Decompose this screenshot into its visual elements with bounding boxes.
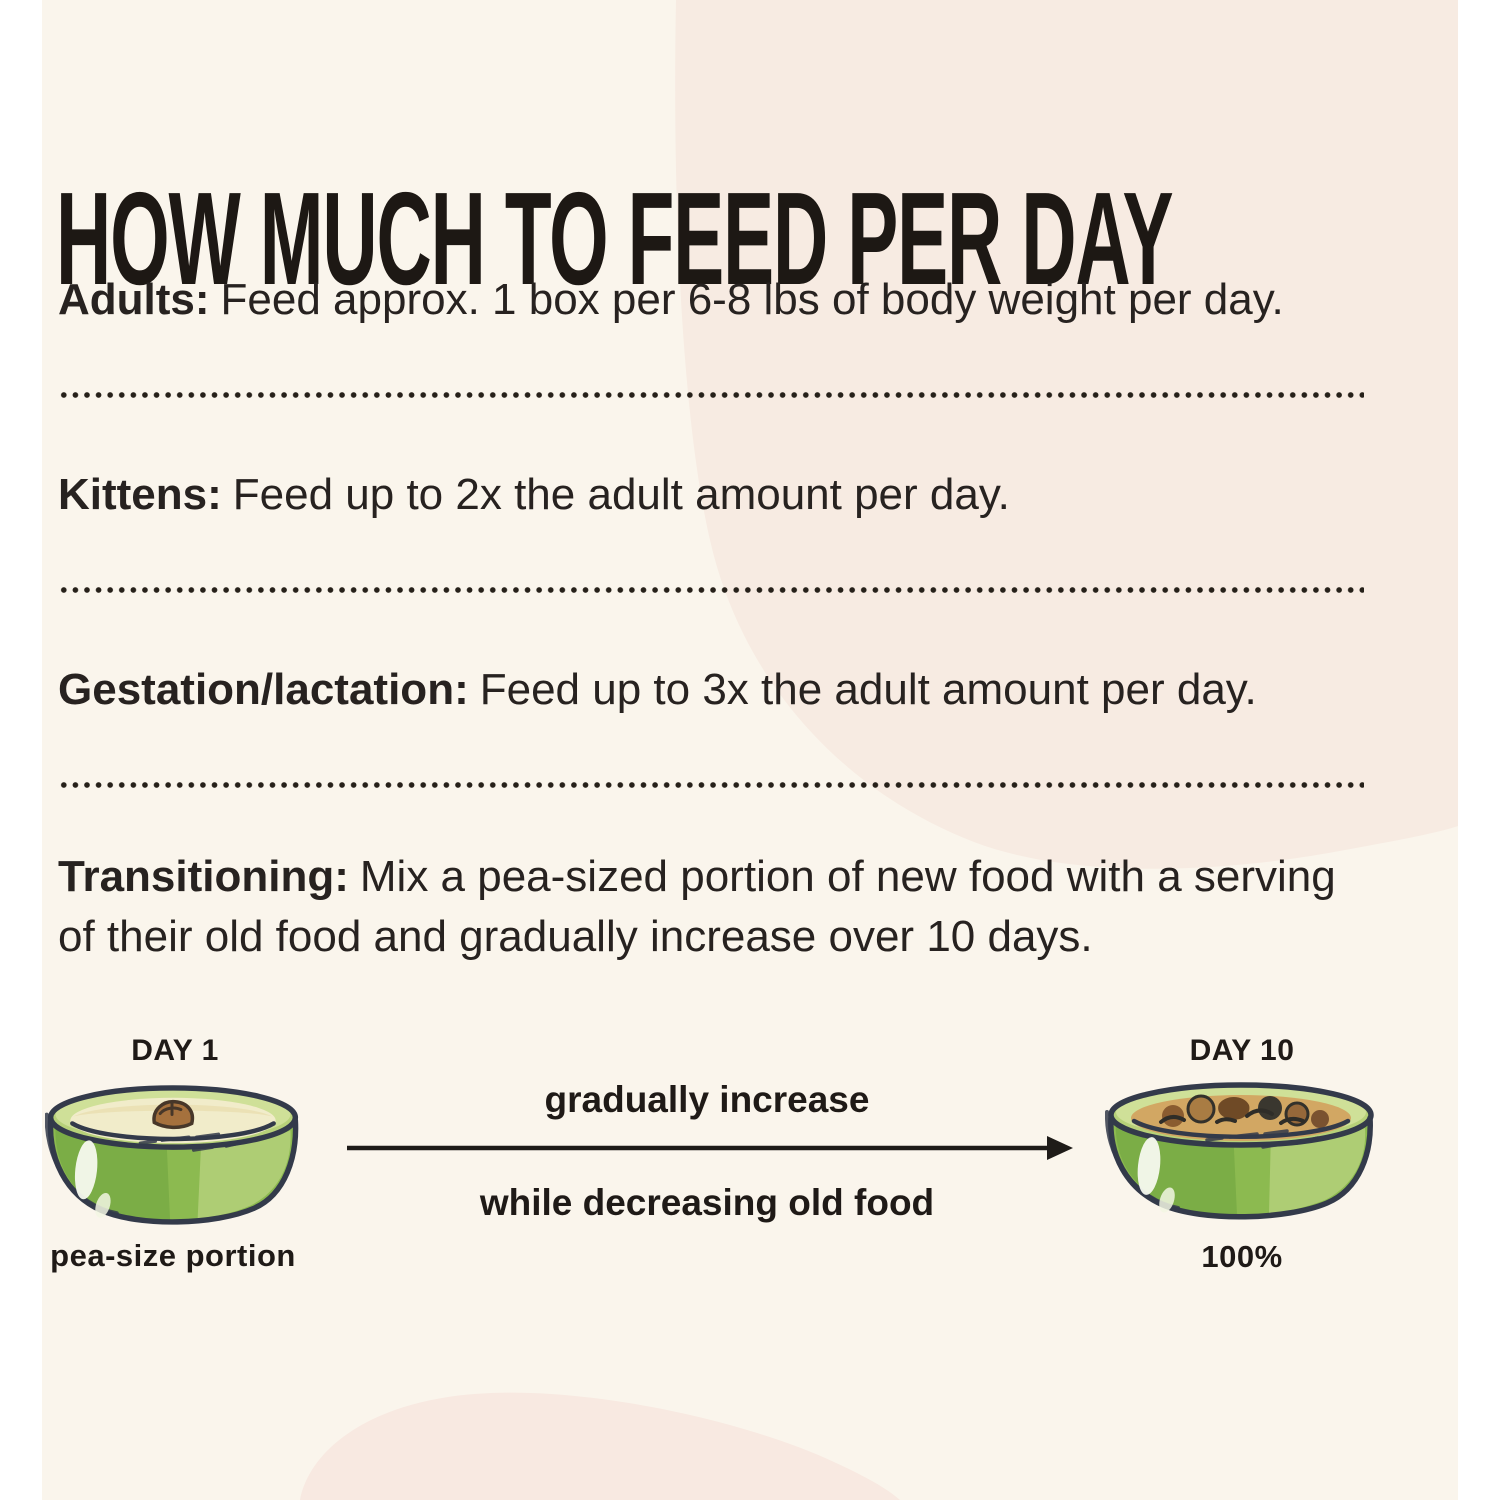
bowl-light bbox=[1269, 1128, 1366, 1213]
day10-bowl-illustration bbox=[1105, 1082, 1374, 1220]
background-blobs bbox=[42, 0, 1458, 1500]
page-background: HOW MUCH TO FEED PER DAY Adults: Feed app… bbox=[42, 0, 1458, 1500]
while-decreasing-label: while decreasing old food bbox=[479, 1182, 935, 1223]
food-squiggles bbox=[1159, 1108, 1305, 1125]
dotted-divider bbox=[58, 392, 1364, 398]
feeding-section-adults: Adults: Feed approx. 1 box per 6-8 lbs of… bbox=[58, 270, 1338, 330]
sketch-dashes bbox=[138, 1132, 249, 1152]
dotted-divider bbox=[58, 782, 1364, 788]
food-chunks bbox=[1159, 1094, 1329, 1128]
sketch-dashes bbox=[1205, 1129, 1320, 1149]
day10-label: DAY 10 bbox=[1189, 1034, 1295, 1067]
section-label-adults: Adults: bbox=[58, 275, 210, 324]
section-label-kittens: Kittens: bbox=[58, 470, 222, 519]
day1-label: DAY 1 bbox=[131, 1034, 219, 1067]
section-label-gestation: Gestation/lactation: bbox=[58, 665, 469, 714]
feeding-section-transitioning: Transitioning: Mix a pea-sized portion of… bbox=[58, 847, 1338, 967]
rim-outline bbox=[1108, 1082, 1374, 1148]
day1-bowl-illustration bbox=[45, 1085, 299, 1225]
top-right-blob bbox=[675, 0, 1458, 869]
section-text-transitioning: Mix a pea-sized portion of new food with… bbox=[58, 852, 1336, 961]
feeding-section-gestation: Gestation/lactation: Feed up to 3x the ad… bbox=[58, 660, 1338, 720]
gradually-increase-label: gradually increase bbox=[544, 1079, 870, 1120]
section-text-gestation: Feed up to 3x the adult amount per day. bbox=[479, 665, 1257, 714]
highlight-small bbox=[1159, 1187, 1175, 1213]
transition-arrow bbox=[347, 1136, 1073, 1160]
highlight-small bbox=[95, 1192, 111, 1218]
feeding-section-kittens: Kittens: Feed up to 2x the adult amount p… bbox=[58, 465, 1338, 525]
dotted-divider bbox=[58, 587, 1364, 593]
full-portion-caption: 100% bbox=[1201, 1239, 1283, 1274]
section-text-kittens: Feed up to 2x the adult amount per day. bbox=[232, 470, 1010, 519]
section-label-transitioning: Transitioning: bbox=[58, 852, 349, 901]
section-text-adults: Feed approx. 1 box per 6-8 lbs of body w… bbox=[220, 275, 1284, 324]
bottom-blob bbox=[300, 1392, 900, 1500]
arrow-head bbox=[1047, 1136, 1073, 1160]
highlight bbox=[1137, 1137, 1161, 1195]
highlight bbox=[74, 1140, 98, 1200]
bowl-light bbox=[197, 1130, 291, 1219]
pea-size-caption: pea-size portion bbox=[50, 1238, 296, 1273]
rim-outline bbox=[47, 1085, 299, 1150]
pea-food-detail bbox=[158, 1101, 183, 1117]
page-title: HOW MUCH TO FEED PER DAY bbox=[56, 165, 1174, 313]
